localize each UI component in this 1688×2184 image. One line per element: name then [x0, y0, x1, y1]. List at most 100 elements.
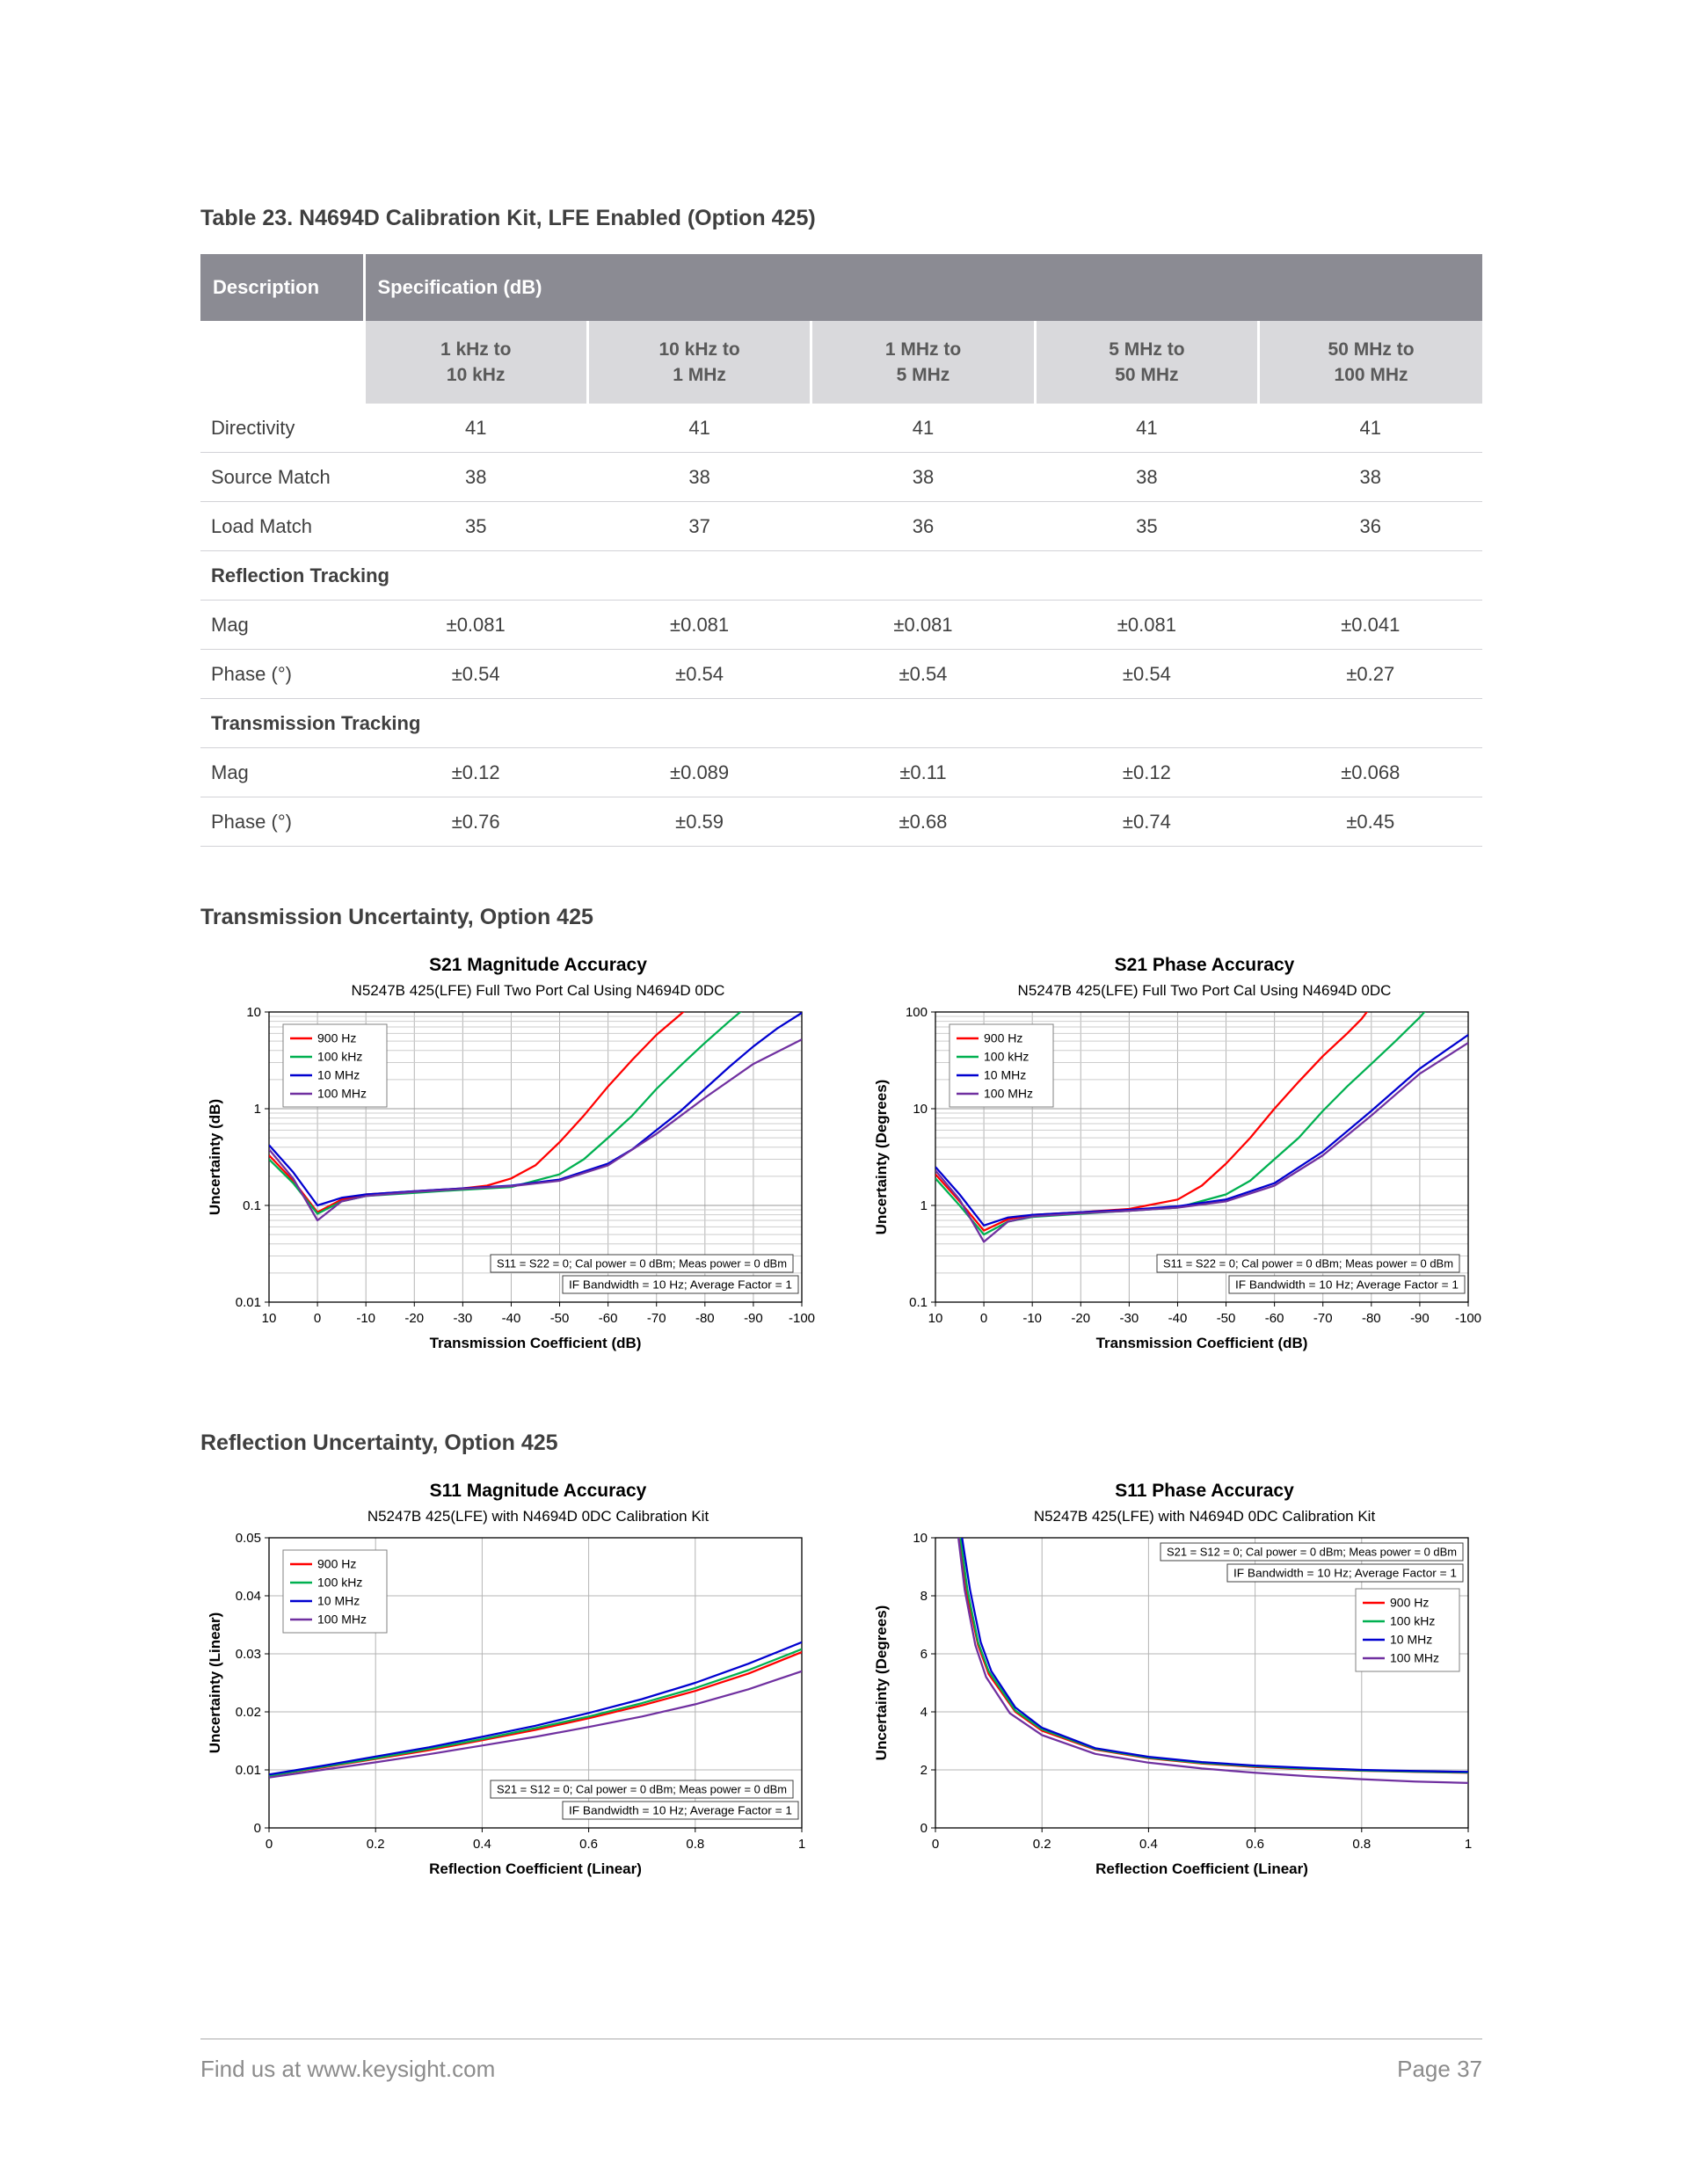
axis-ticks: 10 0 -10 -20 -30 -40 -50 -60 -70 -80 -90 -100 0.01 0.…: [236, 1005, 815, 1326]
svg-text:0.8: 0.8: [686, 1837, 704, 1852]
spec-section-row: Reflection Tracking: [200, 550, 1482, 601]
legend: 900 Hz 100 kHz 10 MHz 100 MHz: [282, 1549, 388, 1634]
svg-text:100 kHz: 100 kHz: [317, 1050, 362, 1064]
transmission-charts-row: S21 Magnitude Accuracy N5247B 425(LFE) Fu…: [200, 955, 1482, 1365]
spec-data-row: Source Match 38 38 38 38 38: [200, 452, 1482, 502]
svg-text:1: 1: [254, 1102, 261, 1117]
spec-value: ±0.74: [1035, 797, 1259, 847]
svg-text:10 MHz: 10 MHz: [317, 1068, 360, 1082]
svg-text:0.05: 0.05: [236, 1531, 261, 1546]
plot-border: [268, 1537, 803, 1829]
spec-value: 38: [1258, 452, 1482, 502]
spec-data-row: Mag ±0.12 ±0.089 ±0.11 ±0.12 ±0.068: [200, 747, 1482, 797]
svg-text:0.8: 0.8: [1352, 1837, 1371, 1852]
svg-text:-30: -30: [454, 1311, 473, 1326]
svg-text:S11 = S22 = 0; Cal power = 0 d: S11 = S22 = 0; Cal power = 0 dBm; Meas p…: [497, 1257, 787, 1270]
y-axis-label: Uncertainty (dB): [207, 1099, 223, 1215]
spec-value: ±0.12: [364, 747, 588, 797]
y-axis-label: Uncertainty (Degrees): [873, 1605, 890, 1761]
chart-title: S21 Magnitude Accuracy: [429, 955, 647, 975]
plot-border: [935, 1537, 1469, 1829]
y-axis-label: Uncertainty (Linear): [207, 1613, 223, 1754]
spec-data-row: Phase (°) ±0.54 ±0.54 ±0.54 ±0.54 ±0.27: [200, 649, 1482, 699]
spec-value: ±0.081: [811, 600, 1036, 650]
svg-text:6: 6: [920, 1647, 928, 1662]
spec-value: 37: [587, 501, 811, 551]
chart-canvas-s21-phase: 10 0 -10 -20 -30 -40 -50 -60 -70 -80 -90 -1000.1110…: [873, 1005, 1481, 1351]
svg-text:-90: -90: [744, 1311, 763, 1326]
series-line-900-hz: [269, 1650, 802, 1777]
spec-data-row: Directivity 41 41 41 41 41: [200, 404, 1482, 453]
spec-data-row: Mag ±0.081 ±0.081 ±0.081 ±0.081 ±0.041: [200, 600, 1482, 650]
spec-value: 36: [1258, 501, 1482, 551]
svg-text:100 MHz: 100 MHz: [317, 1087, 367, 1101]
spec-value: ±0.27: [1258, 649, 1482, 699]
datasheet-page: Table 23. N4694D Calibration Kit, LFE En…: [200, 0, 1482, 2184]
svg-text:1: 1: [920, 1198, 928, 1213]
series-line-10-mhz: [961, 1538, 1468, 1773]
svg-text:-50: -50: [1217, 1311, 1236, 1326]
svg-text:900 Hz: 900 Hz: [984, 1031, 1022, 1045]
series-line-900-hz: [935, 1012, 1369, 1232]
svg-text:-10: -10: [1022, 1311, 1042, 1326]
svg-text:0.02: 0.02: [236, 1705, 261, 1720]
row-label: Mag: [200, 600, 364, 650]
header-freq-range-2: 1 MHz to 5 MHz: [810, 321, 1036, 404]
svg-text:-40: -40: [1168, 1311, 1188, 1326]
chart-canvas-s21-mag: 10 0 -10 -20 -30 -40 -50 -60 -70 -80 -90 -100 0.01 0.…: [207, 1005, 815, 1351]
series-lines: [269, 1012, 802, 1222]
series-line-100-mhz: [269, 1670, 802, 1779]
svg-text:0.6: 0.6: [579, 1837, 598, 1852]
series-line-10-mhz: [269, 1012, 802, 1207]
spec-value: ±0.54: [364, 649, 588, 699]
svg-text:-20: -20: [404, 1311, 424, 1326]
spec-value: 35: [364, 501, 588, 551]
spec-value: ±0.54: [587, 649, 811, 699]
annotations: S21 = S12 = 0; Cal power = 0 dBm; Meas p…: [1160, 1542, 1464, 1583]
table-title: Table 23. N4694D Calibration Kit, LFE En…: [200, 206, 816, 230]
svg-text:IF Bandwidth = 10 Hz; Average: IF Bandwidth = 10 Hz; Average Factor = 1: [569, 1278, 792, 1292]
spec-data-row: Phase (°) ±0.76 ±0.59 ±0.68 ±0.74 ±0.45: [200, 797, 1482, 847]
axis-ticks: 10 0 -10 -20 -30 -40 -50 -60 -70 -80 -90 -1000.1110…: [906, 1005, 1481, 1326]
spec-value: 41: [587, 404, 811, 453]
spec-data-row: Load Match 35 37 36 35 36: [200, 501, 1482, 551]
svg-text:-80: -80: [695, 1311, 715, 1326]
series-line-10-mhz: [935, 1034, 1468, 1227]
svg-text:0: 0: [266, 1837, 273, 1852]
svg-text:S21 = S12 = 0; Cal power = 0 d: S21 = S12 = 0; Cal power = 0 dBm; Meas p…: [497, 1783, 787, 1796]
series-line-10-mhz: [269, 1641, 802, 1776]
grid-lines: [269, 1012, 802, 1302]
spec-value: ±0.68: [811, 797, 1036, 847]
spec-value: ±0.068: [1258, 747, 1482, 797]
spec-table: Description Specification (dB) 1 kHz to …: [200, 254, 1482, 847]
svg-text:-80: -80: [1362, 1311, 1381, 1326]
spec-value: ±0.76: [364, 797, 588, 847]
svg-text:10 MHz: 10 MHz: [317, 1594, 360, 1608]
spec-value: 38: [364, 452, 588, 502]
annotations: S21 = S12 = 0; Cal power = 0 dBm; Meas p…: [490, 1780, 799, 1820]
svg-text:-100: -100: [1455, 1311, 1481, 1326]
svg-text:100 kHz: 100 kHz: [1390, 1614, 1435, 1628]
svg-text:100 kHz: 100 kHz: [317, 1576, 362, 1590]
chart-canvas-s11-mag: 0 0.2 0.4 0.6 0.8 1 0 0.01 0.02 0.03 0.04 0.05 Refle…: [207, 1531, 805, 1877]
header-specification: Specification (dB): [362, 254, 1482, 321]
spec-value: 38: [1035, 452, 1259, 502]
spec-value: ±0.59: [587, 797, 811, 847]
series-lines: [935, 1012, 1468, 1243]
svg-text:900 Hz: 900 Hz: [1390, 1596, 1429, 1610]
spec-section-row: Transmission Tracking: [200, 698, 1482, 748]
svg-text:0.01: 0.01: [236, 1763, 261, 1778]
chart-title: S11 Phase Accuracy: [1115, 1481, 1294, 1501]
plot-border: [268, 1011, 803, 1303]
svg-text:-40: -40: [502, 1311, 521, 1326]
svg-text:900 Hz: 900 Hz: [317, 1557, 356, 1571]
svg-text:IF Bandwidth = 10 Hz; Average: IF Bandwidth = 10 Hz; Average Factor = 1: [1233, 1567, 1457, 1580]
row-label: Directivity: [200, 404, 364, 453]
svg-text:0.01: 0.01: [236, 1295, 261, 1310]
chart-s21-phase: S21 Phase Accuracy N5247B 425(LFE) Full T…: [867, 955, 1482, 1365]
footer-link[interactable]: Find us at www.keysight.com: [200, 2056, 496, 2082]
svg-text:-90: -90: [1410, 1311, 1430, 1326]
svg-text:100 MHz: 100 MHz: [1390, 1651, 1439, 1665]
